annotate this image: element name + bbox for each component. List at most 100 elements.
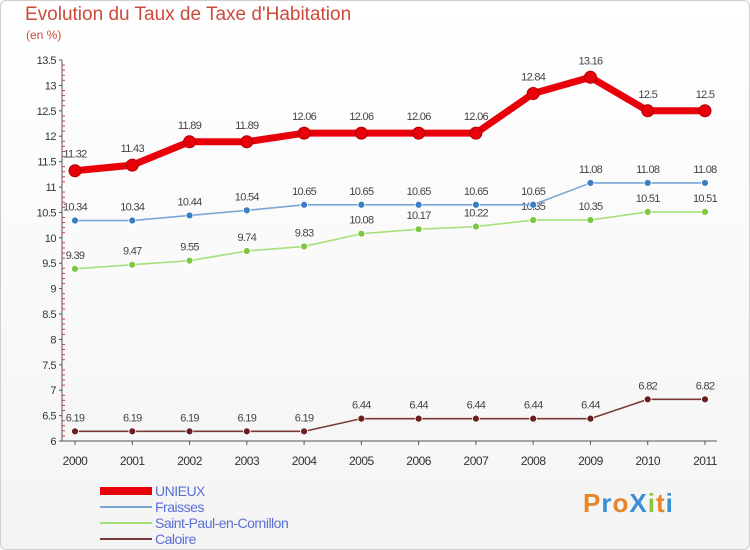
- data-label: 6.19: [238, 412, 257, 424]
- data-label: 12.5: [638, 89, 657, 101]
- legend-label-saint-paul: Saint-Paul-en-Cornillon: [155, 515, 289, 531]
- data-label: 6.44: [467, 400, 486, 412]
- data-label: 13.16: [578, 55, 603, 67]
- data-label: 12.06: [407, 111, 432, 123]
- x-tick-label: 2010: [635, 454, 661, 468]
- data-point: [357, 200, 366, 209]
- y-tick-label: 12.5: [37, 106, 57, 118]
- x-tick-label: 2011: [693, 454, 718, 468]
- data-point: [242, 247, 251, 255]
- chart-subtitle: (en %): [26, 28, 62, 42]
- data-point: [71, 216, 79, 225]
- data-point: [414, 200, 423, 209]
- series-line-unieux: [74, 73, 705, 175]
- data-label: 6.82: [638, 380, 657, 392]
- data-point: [701, 395, 709, 404]
- data-label: 12.06: [349, 111, 374, 123]
- legend-item-caloire: Caloire: [100, 531, 360, 547]
- data-label: 9.39: [66, 250, 85, 262]
- y-tick-label: 10.5: [37, 207, 57, 219]
- x-tick-label: 2002: [177, 454, 203, 468]
- x-tick-label: 2007: [464, 454, 490, 468]
- data-label: 10.34: [120, 202, 145, 214]
- data-point: [529, 200, 538, 209]
- logo-letter: r: [601, 488, 613, 518]
- y-tick-label: 13: [45, 80, 57, 92]
- data-label: 6.44: [352, 400, 371, 412]
- data-point: [414, 414, 423, 423]
- logo-letter: i: [647, 488, 656, 518]
- y-tick-label: 13.5: [37, 55, 57, 67]
- data-point: [183, 135, 197, 149]
- data-label: 10.65: [349, 186, 374, 198]
- logo-letter: X: [629, 488, 648, 518]
- data-label: 9.55: [180, 242, 199, 254]
- x-tick-label: 2006: [406, 454, 432, 468]
- data-label: 10.54: [235, 191, 260, 203]
- x-tick-label: 2005: [349, 454, 375, 468]
- series-line-fraisses: [75, 182, 705, 222]
- data-label: 9.83: [295, 227, 314, 239]
- x-tick-label: 2004: [292, 454, 318, 468]
- y-tick-label: 9.5: [42, 258, 56, 270]
- data-point: [472, 200, 480, 209]
- data-label: 10.08: [349, 215, 374, 227]
- data-point: [469, 126, 483, 140]
- data-label: 12.84: [521, 72, 546, 84]
- data-label: 10.17: [407, 210, 432, 222]
- data-label: 6.44: [524, 400, 543, 412]
- data-point: [643, 207, 652, 216]
- data-point: [354, 126, 368, 140]
- logo-letter: i: [665, 488, 674, 518]
- data-point: [586, 216, 595, 224]
- data-label: 11.08: [636, 164, 660, 176]
- data-point: [472, 414, 480, 423]
- y-tick-label: 11: [46, 182, 57, 194]
- data-point: [128, 427, 137, 436]
- data-point: [242, 427, 251, 436]
- data-point: [357, 229, 366, 238]
- data-point: [185, 256, 194, 265]
- data-label: 11.89: [235, 120, 259, 132]
- legend-swatch-saint-paul: [100, 522, 152, 524]
- data-point: [698, 104, 712, 118]
- proxiti-logo: ProXiti: [583, 488, 674, 519]
- data-label: 11.43: [121, 143, 145, 155]
- data-point: [128, 260, 137, 269]
- y-tick-label: 6: [50, 436, 56, 448]
- y-tick-label: 6.5: [42, 411, 56, 423]
- data-point: [583, 70, 597, 84]
- data-point: [71, 264, 79, 273]
- legend-swatch-unieux: [100, 487, 152, 495]
- data-label: 10.51: [636, 193, 661, 205]
- x-tick-label: 2003: [234, 454, 260, 468]
- data-point: [529, 414, 538, 423]
- data-label: 9.74: [238, 232, 257, 244]
- data-label: 11.89: [178, 120, 202, 132]
- data-label: 10.65: [521, 186, 546, 198]
- data-label: 10.65: [464, 186, 489, 198]
- data-point: [643, 179, 652, 187]
- data-label: 6.19: [66, 412, 85, 424]
- legend-item-fraisses: Fraisses: [100, 499, 360, 515]
- data-point: [68, 164, 82, 178]
- data-point: [240, 135, 254, 149]
- data-label: 6.19: [180, 412, 199, 424]
- y-tick-label: 9: [50, 284, 56, 296]
- x-tick-label: 2008: [521, 454, 547, 468]
- data-point: [125, 158, 139, 172]
- data-label: 10.34: [63, 202, 88, 214]
- data-label: 10.65: [292, 186, 317, 198]
- data-label: 12.06: [464, 111, 489, 123]
- legend-item-saint-paul: Saint-Paul-en-Cornillon: [100, 515, 360, 531]
- chart-title: Evolution du Taux de Taxe d'Habitation: [25, 4, 352, 25]
- data-point: [185, 211, 194, 220]
- series-line-saint-paul-en-cornillon: [74, 211, 705, 270]
- data-point: [300, 200, 308, 209]
- data-point: [357, 414, 366, 423]
- data-point: [300, 427, 308, 436]
- data-point: [472, 222, 480, 231]
- data-point: [185, 427, 194, 436]
